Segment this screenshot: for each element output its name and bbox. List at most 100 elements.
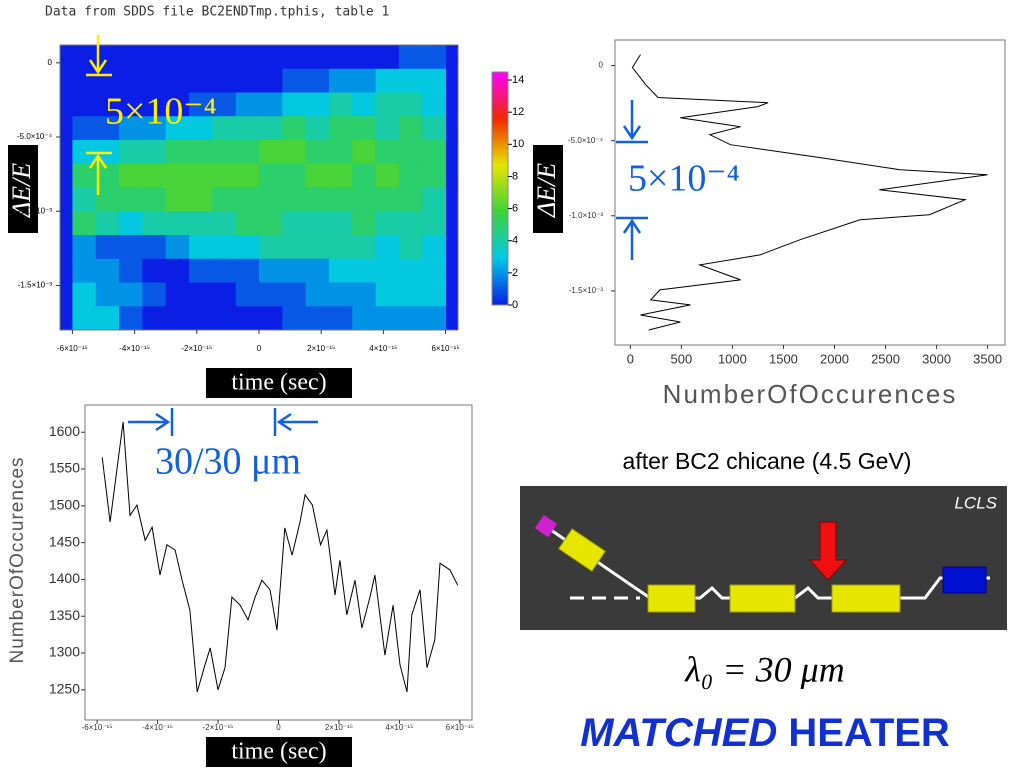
annotation-arrows bbox=[86, 35, 648, 436]
heatmap-cell bbox=[328, 116, 353, 141]
y-axis-label: ΔE/E bbox=[532, 163, 561, 218]
x-tick-label: 0 bbox=[276, 723, 281, 732]
heatmap-cell bbox=[422, 92, 447, 117]
y-tick-label: 1550 bbox=[49, 460, 80, 476]
heatmap-cell bbox=[189, 187, 213, 212]
heatmap-cell bbox=[72, 282, 97, 307]
diagram-label: LCLS bbox=[954, 493, 997, 512]
heatmap-cell bbox=[422, 163, 447, 188]
y-tick-label: -5.0×10⁻⁴ bbox=[17, 132, 53, 141]
heatmap-cell bbox=[119, 92, 143, 117]
heatmap-cell bbox=[259, 45, 283, 70]
heatmap-cell bbox=[165, 211, 190, 236]
heatmap-cell bbox=[375, 45, 400, 70]
heatmap-cell bbox=[352, 187, 377, 212]
heatmap-cell bbox=[259, 211, 283, 236]
heatmap-cell bbox=[72, 140, 97, 165]
heatmap-cell bbox=[142, 187, 167, 212]
heatmap-cell bbox=[165, 163, 190, 188]
heatmap-cell bbox=[422, 45, 447, 70]
heatmap-cell bbox=[259, 140, 283, 165]
heatmap-cell bbox=[165, 282, 190, 307]
heatmap-cell bbox=[422, 68, 447, 93]
heatmap-cell bbox=[142, 258, 167, 283]
heatmap-cell bbox=[235, 140, 260, 165]
heatmap-cell bbox=[165, 187, 190, 212]
y-tick-label: 0 bbox=[599, 61, 604, 70]
heatmap-cell bbox=[235, 68, 260, 93]
formula: λ₀ = 30 μm bbox=[684, 649, 844, 689]
heatmap-cell bbox=[398, 163, 423, 188]
heatmap-cell bbox=[72, 258, 97, 283]
heatmap-cell bbox=[235, 306, 260, 331]
x-tick-label: 2×10⁻¹⁵ bbox=[325, 723, 353, 732]
heatmap-cell bbox=[165, 235, 190, 260]
y-tick-label: -1.5×10⁻³ bbox=[18, 281, 53, 290]
heatmap-cell bbox=[282, 211, 307, 236]
heatmap-cell bbox=[422, 306, 447, 331]
heatmap-cell bbox=[142, 92, 167, 117]
heatmap-cell bbox=[95, 187, 120, 212]
heatmap-cell bbox=[235, 45, 260, 70]
heading: MATCHED HEATER bbox=[580, 711, 950, 755]
heatmap-cell bbox=[328, 68, 353, 93]
y-tick-label: -1.0×10⁻³ bbox=[569, 211, 604, 220]
heatmap-cell bbox=[422, 282, 447, 307]
heatmap-cell bbox=[375, 163, 400, 188]
y-tick-label: 1500 bbox=[49, 497, 80, 513]
x-tick-label: 0 bbox=[627, 351, 634, 366]
heatmap-cell bbox=[282, 92, 307, 117]
heatmap-cell bbox=[235, 187, 260, 212]
heatmap-cell bbox=[259, 68, 283, 93]
heatmap-cell bbox=[95, 258, 120, 283]
heatmap-cell bbox=[142, 68, 167, 93]
heatmap-cell bbox=[259, 163, 283, 188]
heatmap-cell bbox=[352, 45, 377, 70]
heatmap-cell bbox=[95, 282, 120, 307]
heatmap-cell bbox=[398, 282, 423, 307]
x-tick-label: 2000 bbox=[820, 351, 849, 366]
heatmap-cell bbox=[282, 45, 307, 70]
heatmap-cell bbox=[305, 258, 330, 283]
heatmap-cell bbox=[352, 140, 377, 165]
heatmap-cell bbox=[375, 187, 400, 212]
heatmap-cell bbox=[142, 163, 167, 188]
heatmap-cell bbox=[142, 306, 167, 331]
heatmap-cell bbox=[165, 140, 190, 165]
heading-text: HEATER bbox=[788, 711, 950, 755]
heatmap-cell bbox=[375, 140, 400, 165]
data-line bbox=[101, 421, 459, 693]
heatmap-cell bbox=[235, 163, 260, 188]
heatmap-cell bbox=[235, 282, 260, 307]
y-tick-label: 1300 bbox=[49, 644, 80, 660]
heatmap-cell bbox=[189, 211, 213, 236]
heatmap-cell bbox=[328, 235, 353, 260]
colorbar-tick-label: 6 bbox=[512, 202, 518, 214]
heatmap-cell bbox=[352, 163, 377, 188]
heatmap-cell bbox=[352, 235, 377, 260]
x-tick-label: -6×10⁻¹⁵ bbox=[82, 723, 113, 732]
heatmap-cell bbox=[212, 68, 237, 93]
data-line bbox=[631, 54, 988, 331]
heatmap-cell bbox=[422, 211, 447, 236]
heatmap-cell bbox=[398, 258, 423, 283]
heatmap-cell bbox=[259, 306, 283, 331]
y-tick-label: 1600 bbox=[49, 423, 80, 439]
heatmap-cell bbox=[119, 68, 143, 93]
heatmap-cell bbox=[398, 92, 423, 117]
heatmap-cell bbox=[142, 282, 167, 307]
y-tick-label: 1350 bbox=[49, 607, 80, 623]
heatmap-cell bbox=[165, 306, 190, 331]
y-tick-label: -1.0×10⁻³ bbox=[18, 206, 53, 215]
y-tick-label: -5.0×10⁻⁴ bbox=[568, 136, 604, 145]
xlabel-box bbox=[206, 368, 352, 398]
heatmap-cell bbox=[375, 258, 400, 283]
heatmap-cell bbox=[398, 116, 423, 141]
heatmap-cell bbox=[95, 163, 120, 188]
heatmap-cell bbox=[119, 45, 143, 70]
heatmap-cell bbox=[259, 92, 283, 117]
heatmap-cell bbox=[422, 140, 447, 165]
x-tick-label: 4×10⁻¹⁵ bbox=[385, 723, 413, 732]
heatmap-cell bbox=[328, 45, 353, 70]
heatmap-cell bbox=[119, 163, 143, 188]
